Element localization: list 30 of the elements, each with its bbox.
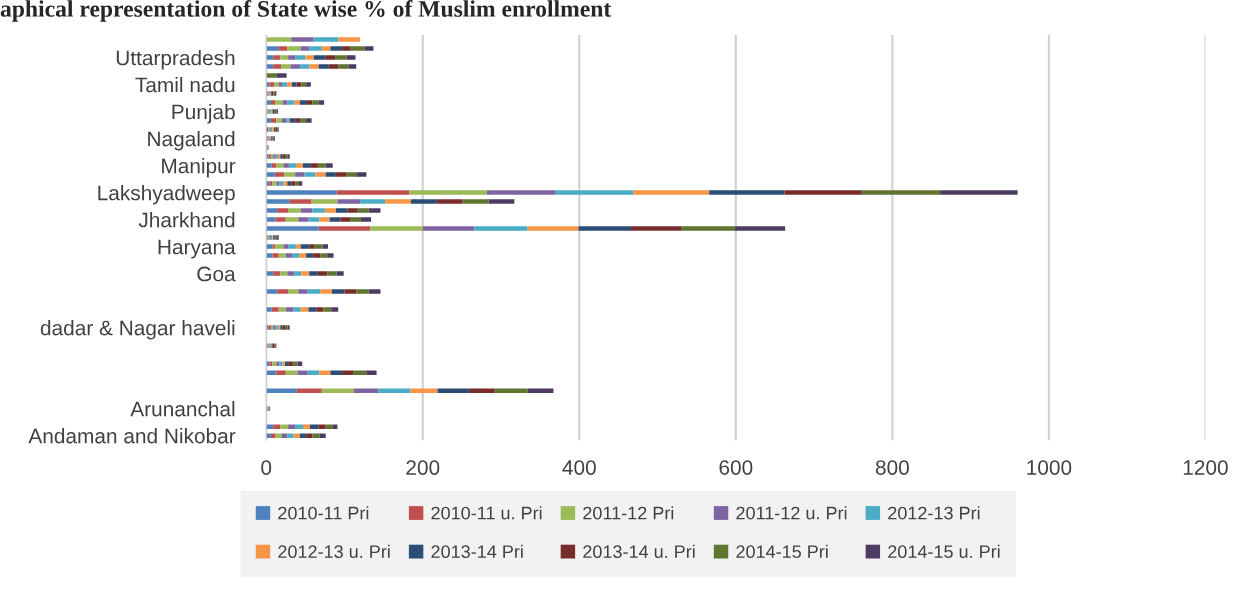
x-tick-label: 800 [875, 460, 909, 475]
legend-label: 2010-11 u. Pri [431, 506, 542, 520]
legend-label: 2014-15 u. Pri [888, 544, 1000, 559]
y-tick-label: Lakshyadweep [98, 185, 235, 205]
legend-label: 2011-12 Pri [583, 506, 674, 520]
y-tick-label: Manipur [162, 158, 236, 178]
y-tick-label: Andaman and Nikobar [28, 428, 236, 444]
y-tick-label: Haryana [158, 239, 236, 259]
chart-title: aphical representation of State wise % of Muslim enrollment [0, 0, 612, 22]
legend-label: 2012-13 Pri [888, 506, 980, 520]
x-tick-label: 1000 [1027, 460, 1072, 475]
x-tick-label: 600 [719, 460, 753, 475]
legend-label: 2011-12 u. Pri [736, 506, 847, 520]
y-tick-label: Punjab [172, 104, 235, 124]
y-tick-label: Goa [197, 266, 236, 282]
x-tick-label: 400 [562, 460, 596, 475]
legend-label: 2010-11 Pri [278, 506, 369, 520]
x-tick-label: 200 [406, 460, 440, 475]
y-tick-label: Nagaland [148, 131, 235, 151]
legend-label: 2013-14 u. Pri [583, 544, 695, 559]
legend-label: 2013-14 Pri [431, 544, 523, 559]
x-tick-label: 1200 [1183, 460, 1228, 475]
y-tick-label: Arunanchal [130, 401, 235, 417]
y-tick-label: Tamil nadu [135, 77, 235, 93]
y-tick-label: Jharkhand [138, 212, 235, 228]
y-tick-label: Uttarpradesh [116, 50, 235, 70]
x-tick-label: 0 [261, 460, 272, 475]
y-tick-label: dadar & Nagar haveli [40, 320, 235, 340]
legend-label: 2014-15 Pri [736, 544, 828, 559]
legend-label: 2012-13 u. Pri [278, 544, 390, 559]
